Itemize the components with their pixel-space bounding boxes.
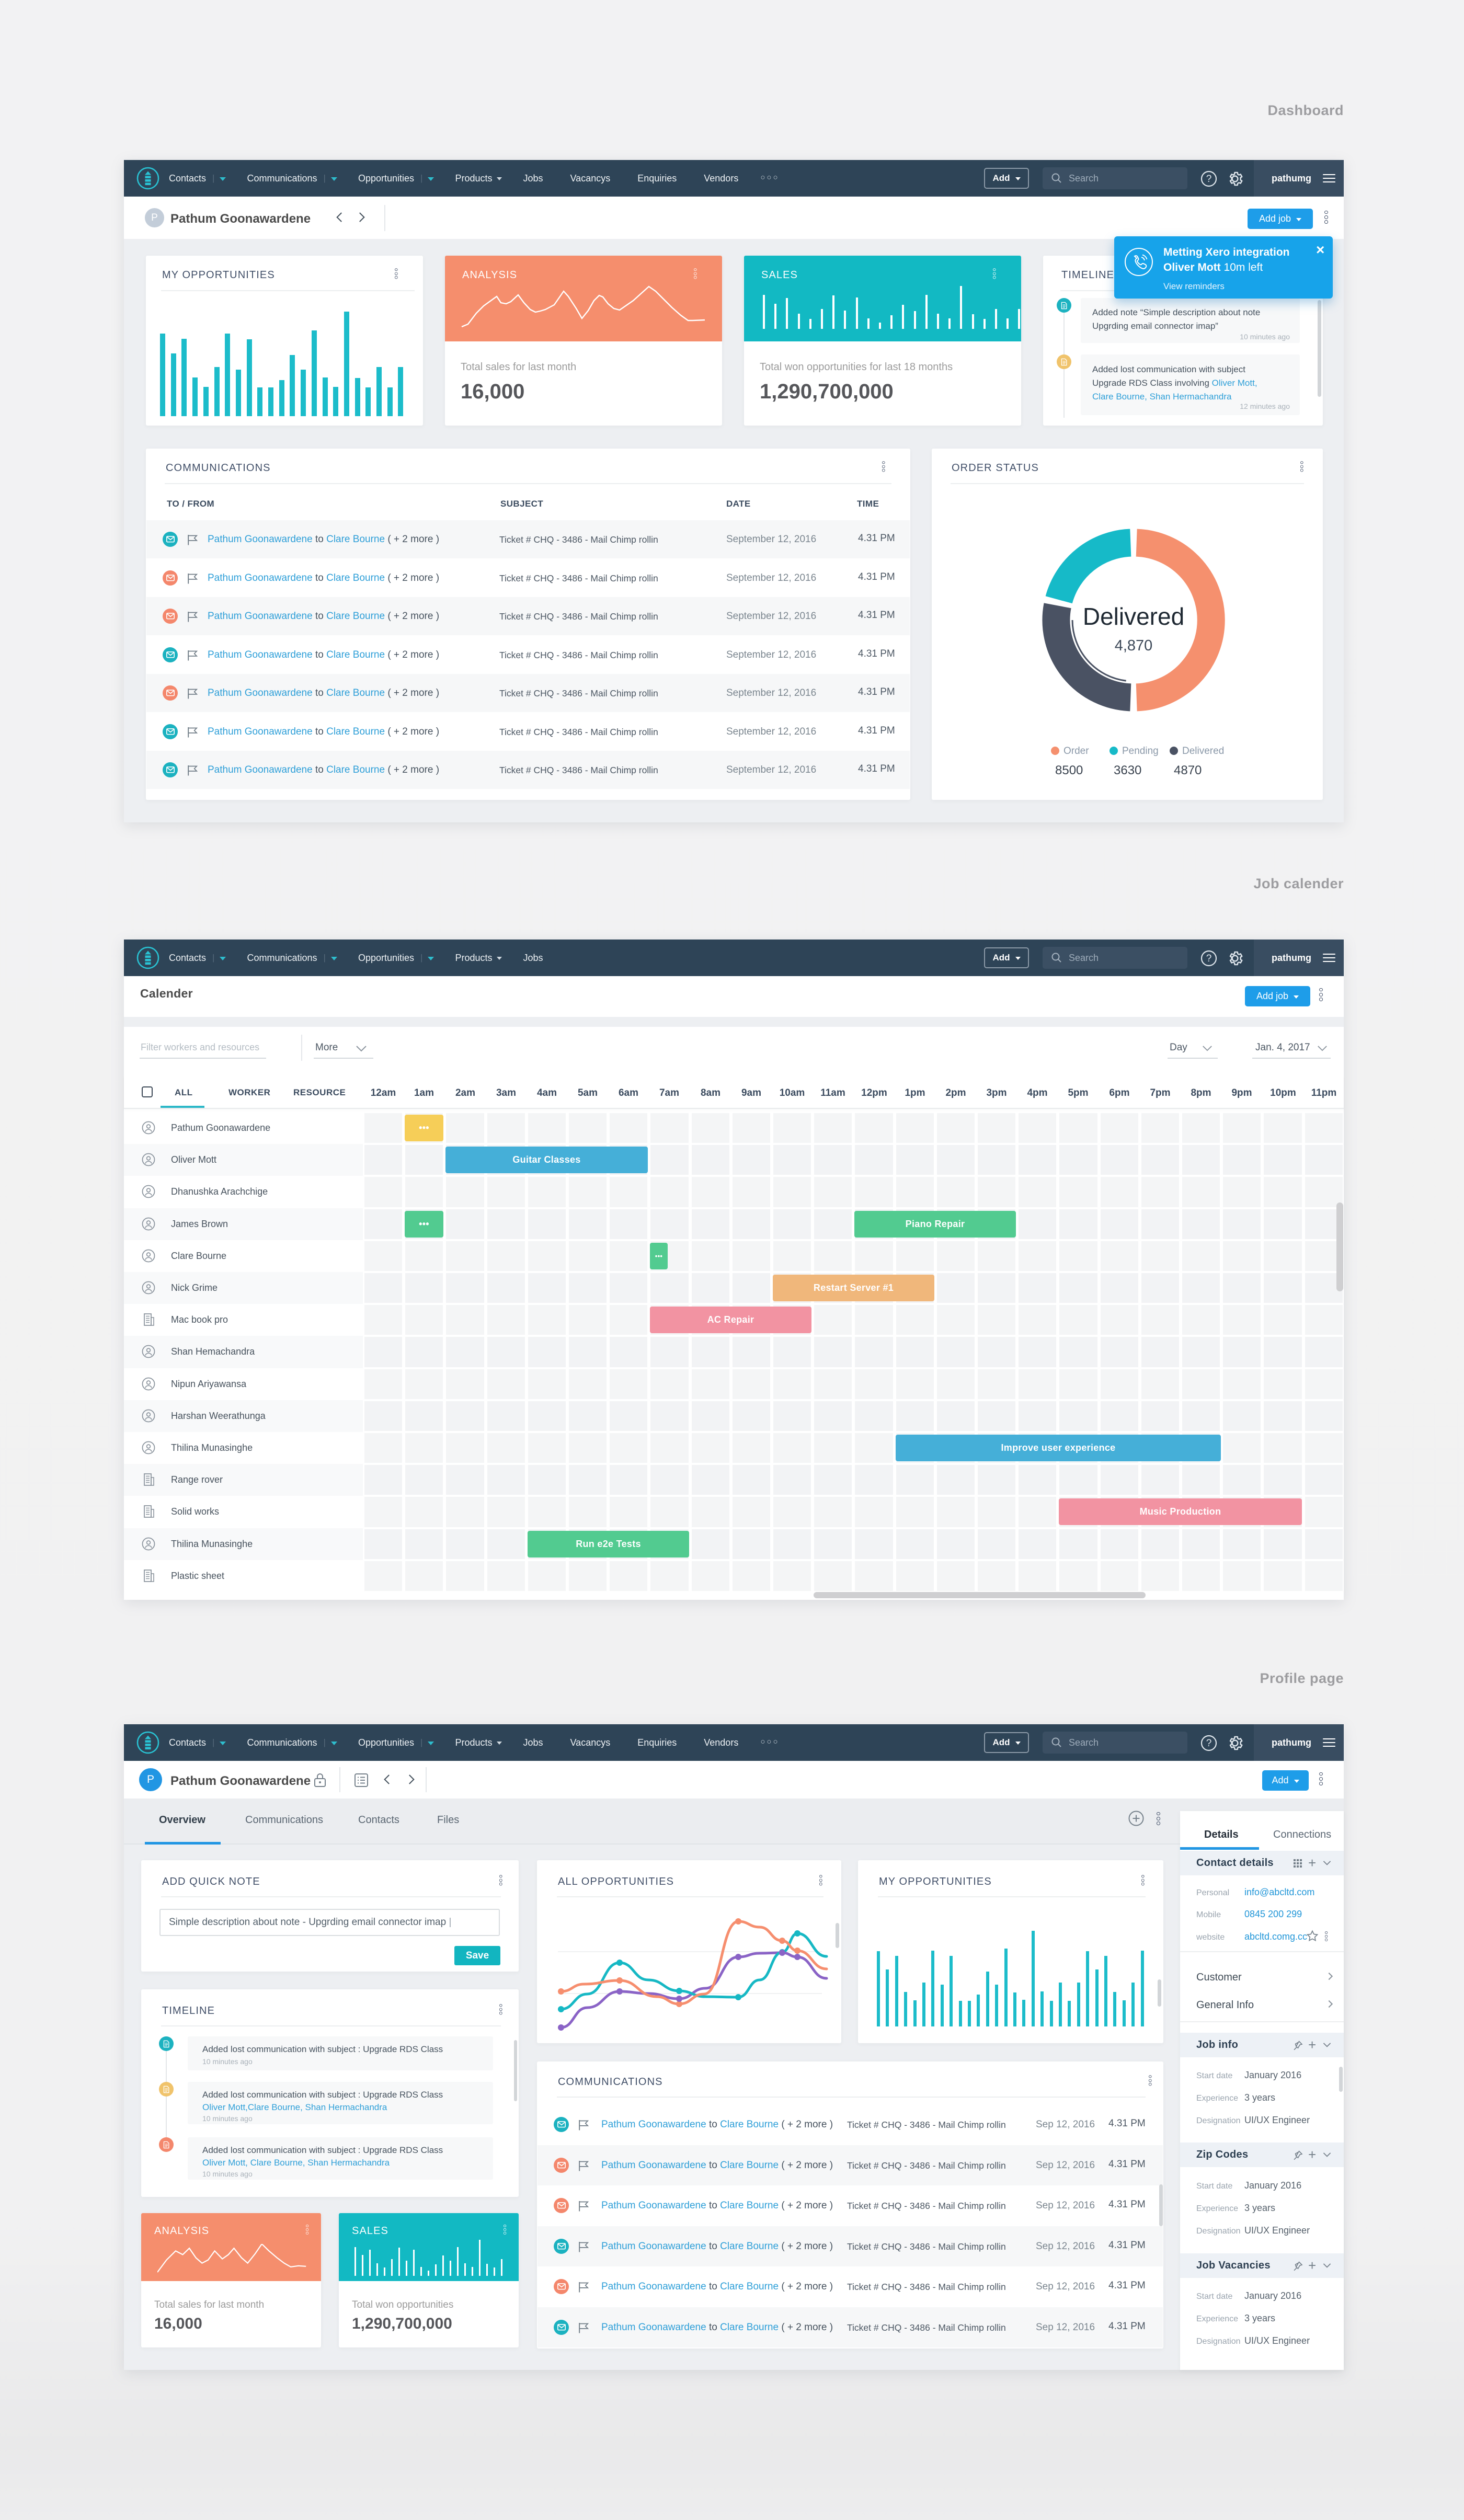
svg-text:Delivered: Delivered	[1083, 603, 1184, 630]
svg-text:?: ?	[1206, 174, 1212, 185]
svg-text:?: ?	[1206, 953, 1212, 964]
svg-text:4,870: 4,870	[1115, 637, 1153, 654]
svg-text:?: ?	[1206, 1738, 1212, 1749]
